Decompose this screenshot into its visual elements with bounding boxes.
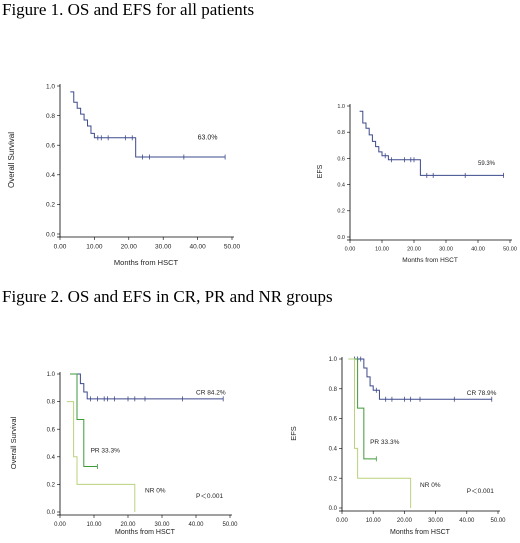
y-axis-label: EFS	[317, 164, 324, 178]
chart-os-all: 0.0 0.2 0.4 0.6 0.8 1.0 0.00 10.00 20.00 30.00 40.…	[0, 60, 260, 282]
y-tick-label: 0.6	[329, 417, 338, 423]
y-tick-label: 0.8	[329, 387, 338, 393]
x-tick-label: 10.00	[86, 522, 102, 528]
x-tick-label: 10.00	[375, 247, 389, 253]
y-tick-label: 0.6	[47, 427, 56, 433]
series-line-lightgreen	[348, 358, 412, 508]
x-tick-label: 40.00	[188, 522, 204, 528]
series-line-blue	[70, 91, 226, 158]
x-tick-label: 0.00	[54, 244, 67, 251]
series-line-lightgreen	[66, 401, 136, 512]
y-tick-label: 0.8	[47, 400, 56, 406]
annotation-label: P＜0.001	[196, 493, 223, 500]
y-tick-label: 0.0	[337, 235, 345, 241]
x-axis-label: Months from HSCT	[390, 529, 451, 536]
x-tick-label: 40.00	[471, 247, 485, 253]
x-tick-label: 20.00	[397, 518, 413, 524]
x-tick-label: 50.00	[222, 522, 238, 528]
x-tick-label: 50.00	[503, 247, 517, 253]
y-tick-label: 0.2	[47, 483, 56, 489]
y-tick-label: 0.0	[46, 231, 55, 238]
y-tick-label: 0.4	[337, 183, 345, 189]
y-tick-label: 1.0	[46, 83, 55, 90]
annotation-label: 63.0%	[198, 134, 218, 141]
x-tick-label: 40.00	[189, 244, 206, 251]
series-line-blue	[359, 110, 504, 176]
annotation-label: CR 84.2%	[196, 390, 226, 397]
x-axis-label: Months from HSCT	[402, 257, 458, 264]
x-tick-label: 30.00	[428, 518, 444, 524]
series-line-blue	[70, 373, 224, 400]
y-tick-label: 0.2	[46, 202, 55, 209]
series-line-green	[351, 358, 377, 460]
x-tick-label: 0.00	[336, 518, 348, 524]
x-tick-label: 40.00	[459, 518, 475, 524]
chart-os-groups-svg: 0.0 0.2 0.4 0.6 0.8 1.0 0.00 10.00 20.00 30.00 40.…	[9, 372, 238, 536]
x-tick-label: 30.00	[154, 522, 170, 528]
y-tick-label: 0.4	[329, 447, 338, 453]
annotation-label: CR 78.9%	[467, 390, 497, 397]
x-tick-label: 20.00	[120, 522, 136, 528]
y-tick-label: 0.2	[329, 476, 338, 482]
annotation-label: PR 33.3%	[91, 448, 120, 455]
annotation-label: P＜0.001	[467, 488, 494, 495]
x-axis-label: Months from HSCT	[115, 529, 176, 536]
x-tick-label: 30.00	[439, 247, 453, 253]
x-axis-label: Months from HSCT	[114, 258, 179, 267]
y-tick-label: 1.0	[47, 372, 56, 378]
y-tick-label: 0.4	[46, 172, 55, 179]
annotation-label: NR 0%	[145, 488, 166, 495]
y-axis-label: EFS	[289, 426, 298, 441]
chart-efs-groups-svg: 0.0 0.2 0.4 0.6 0.8 1.0 0.00 10.00 20.00 30.00 40.…	[289, 356, 506, 536]
x-tick-label: 20.00	[121, 244, 138, 251]
figure-2-title: Figure 2. OS and EFS in CR, PR and NR gr…	[2, 287, 333, 306]
y-tick-label: 0.4	[47, 455, 56, 461]
y-axis-label: Overall Survival	[9, 416, 18, 469]
x-tick-label: 10.00	[86, 244, 103, 251]
chart-efs-all: 0.0 0.2 0.4 0.6 0.8 1.0 0.00 10.00 20.00 30.00 40.…	[312, 92, 520, 282]
y-tick-label: 0.8	[337, 130, 345, 136]
x-tick-label: 0.00	[345, 247, 356, 253]
chart-os-all-svg: 0.0 0.2 0.4 0.6 0.8 1.0 0.00 10.00 20.00 30.00 40.…	[7, 83, 241, 267]
figure-1-title: Figure 1. OS and EFS for all patients	[2, 0, 255, 19]
annotation-label: 59.3%	[478, 161, 496, 167]
x-tick-label: 50.00	[224, 244, 241, 251]
series-line-green	[70, 373, 98, 467]
y-tick-label: 0.0	[47, 510, 56, 516]
x-tick-label: 50.00	[490, 518, 506, 524]
y-tick-label: 1.0	[337, 104, 345, 110]
y-tick-label: 1.0	[329, 357, 338, 363]
y-tick-label: 0.6	[337, 156, 345, 162]
y-tick-label: 0.8	[46, 113, 55, 120]
chart-efs-all-svg: 0.0 0.2 0.4 0.6 0.8 1.0 0.00 10.00 20.00 30.00 40.…	[317, 104, 517, 264]
y-tick-label: 0.6	[46, 142, 55, 149]
x-tick-label: 0.00	[54, 522, 66, 528]
x-tick-label: 20.00	[407, 247, 421, 253]
annotation-label: NR 0%	[420, 482, 441, 489]
y-tick-label: 0.0	[329, 506, 338, 512]
chart-efs-groups: 0.0 0.2 0.4 0.6 0.8 1.0 0.00 10.00 20.00 30.00 40.…	[262, 346, 520, 543]
y-tick-label: 0.2	[337, 209, 345, 215]
x-tick-label: 30.00	[155, 244, 172, 251]
chart-os-groups: 0.0 0.2 0.4 0.6 0.8 1.0 0.00 10.00 20.00 30.00 40.…	[0, 352, 260, 543]
series-line-blue	[351, 358, 492, 400]
x-tick-label: 10.00	[366, 518, 382, 524]
annotation-label: PR 33.3%	[370, 439, 399, 446]
y-axis-label: Overall Survival	[7, 132, 16, 188]
